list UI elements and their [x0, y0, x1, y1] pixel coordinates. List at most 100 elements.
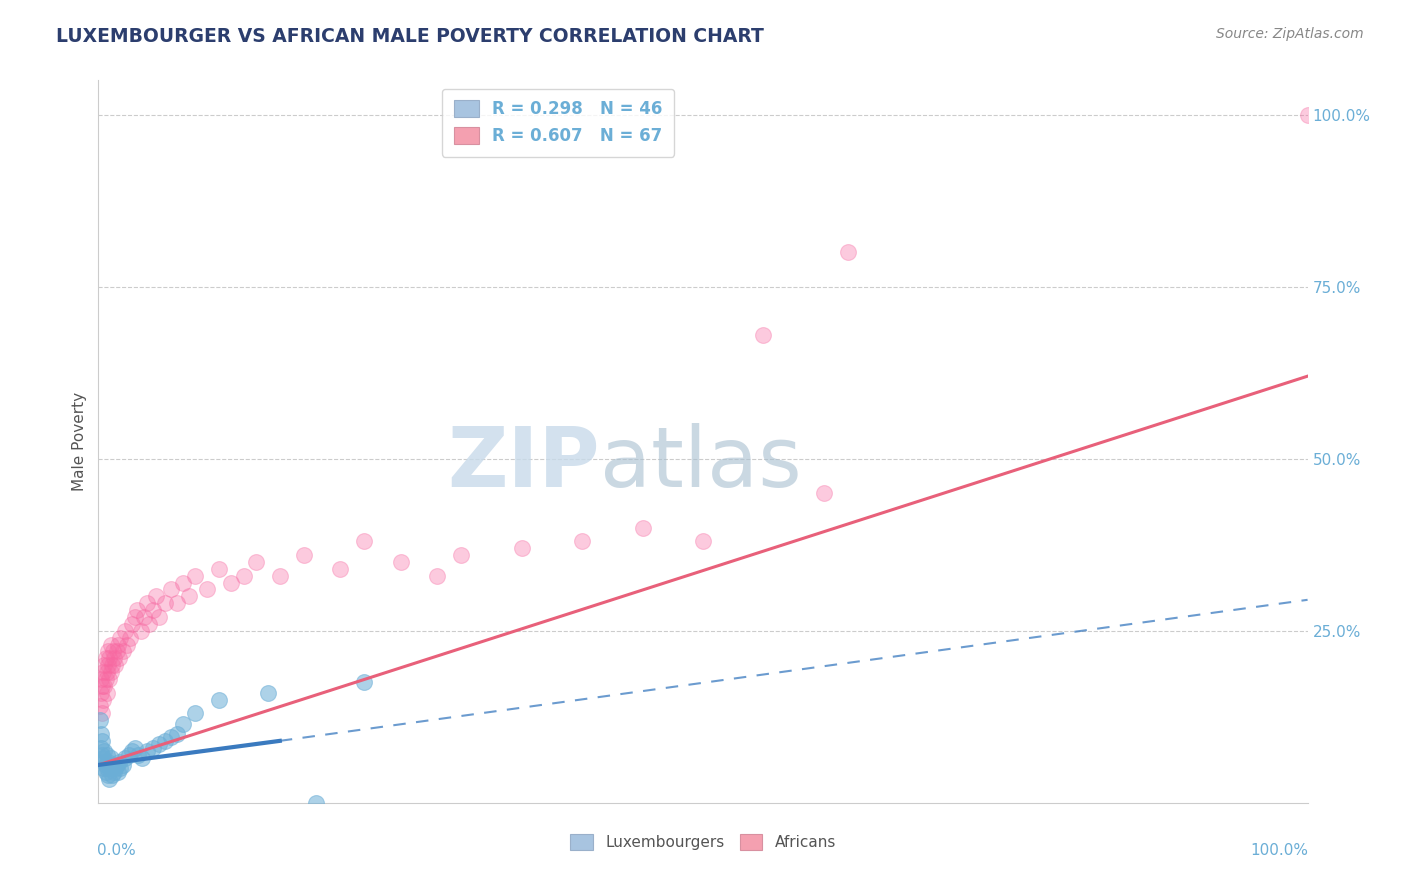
- Point: [100, 751, 122, 765]
- Point: [124, 740, 146, 755]
- Point: [117, 638, 139, 652]
- Point: [91, 734, 114, 748]
- Point: [91, 747, 114, 762]
- Point: [142, 740, 165, 755]
- Point: [269, 568, 291, 582]
- Point: [121, 616, 143, 631]
- Point: [100, 638, 122, 652]
- Point: [138, 616, 160, 631]
- Point: [97, 755, 120, 769]
- Point: [153, 596, 176, 610]
- Point: [571, 534, 593, 549]
- Point: [101, 644, 124, 658]
- Point: [172, 575, 194, 590]
- Point: [100, 665, 122, 679]
- Text: atlas: atlas: [600, 423, 801, 504]
- Point: [89, 699, 111, 714]
- Point: [118, 631, 141, 645]
- Point: [129, 624, 152, 638]
- Point: [90, 686, 112, 700]
- Point: [221, 575, 243, 590]
- Text: ZIP: ZIP: [447, 423, 600, 504]
- Point: [91, 761, 114, 775]
- Point: [837, 245, 859, 260]
- Point: [305, 796, 328, 810]
- Point: [97, 768, 120, 782]
- Point: [98, 758, 121, 772]
- Point: [510, 541, 533, 556]
- Point: [104, 658, 127, 673]
- Point: [118, 747, 141, 762]
- Point: [166, 727, 188, 741]
- Point: [166, 596, 188, 610]
- Point: [93, 744, 115, 758]
- Point: [131, 751, 153, 765]
- Point: [127, 603, 149, 617]
- Y-axis label: Male Poverty: Male Poverty: [72, 392, 87, 491]
- Point: [121, 744, 143, 758]
- Text: 100.0%: 100.0%: [1251, 843, 1309, 857]
- Point: [134, 610, 156, 624]
- Point: [105, 644, 128, 658]
- Point: [100, 761, 122, 775]
- Point: [100, 768, 122, 782]
- Point: [450, 548, 472, 562]
- Point: [90, 740, 112, 755]
- Point: [111, 758, 134, 772]
- Point: [96, 747, 118, 762]
- Point: [353, 534, 375, 549]
- Point: [184, 568, 207, 582]
- Text: LUXEMBOURGER VS AFRICAN MALE POVERTY CORRELATION CHART: LUXEMBOURGER VS AFRICAN MALE POVERTY COR…: [56, 27, 763, 45]
- Point: [90, 727, 112, 741]
- Point: [111, 644, 134, 658]
- Point: [100, 658, 122, 673]
- Point: [91, 706, 114, 721]
- Point: [184, 706, 207, 721]
- Point: [148, 610, 170, 624]
- Point: [172, 716, 194, 731]
- Point: [108, 631, 131, 645]
- Text: 0.0%: 0.0%: [97, 843, 136, 857]
- Point: [97, 658, 120, 673]
- Point: [94, 651, 117, 665]
- Point: [631, 520, 654, 534]
- Point: [135, 596, 157, 610]
- Point: [96, 761, 118, 775]
- Point: [101, 758, 124, 772]
- Point: [108, 755, 131, 769]
- Point: [107, 638, 129, 652]
- Point: [160, 731, 183, 745]
- Point: [389, 555, 412, 569]
- Point: [93, 755, 115, 769]
- Text: Source: ZipAtlas.com: Source: ZipAtlas.com: [1216, 27, 1364, 41]
- Point: [292, 548, 315, 562]
- Point: [91, 679, 114, 693]
- Point: [93, 658, 115, 673]
- Point: [97, 644, 120, 658]
- Point: [96, 686, 118, 700]
- Point: [98, 672, 121, 686]
- Point: [104, 761, 127, 775]
- Point: [98, 651, 121, 665]
- Point: [94, 764, 117, 779]
- Point: [114, 751, 136, 765]
- Point: [245, 555, 267, 569]
- Point: [135, 744, 157, 758]
- Point: [329, 562, 352, 576]
- Point: [195, 582, 218, 597]
- Point: [145, 590, 167, 604]
- Point: [179, 590, 201, 604]
- Point: [692, 534, 714, 549]
- Point: [114, 624, 136, 638]
- Point: [103, 651, 125, 665]
- Point: [91, 665, 114, 679]
- Point: [107, 764, 129, 779]
- Point: [103, 764, 125, 779]
- Point: [256, 686, 278, 700]
- Point: [153, 734, 176, 748]
- Point: [208, 562, 231, 576]
- Point: [124, 610, 146, 624]
- Point: [89, 713, 111, 727]
- Point: [90, 672, 112, 686]
- Point: [108, 651, 131, 665]
